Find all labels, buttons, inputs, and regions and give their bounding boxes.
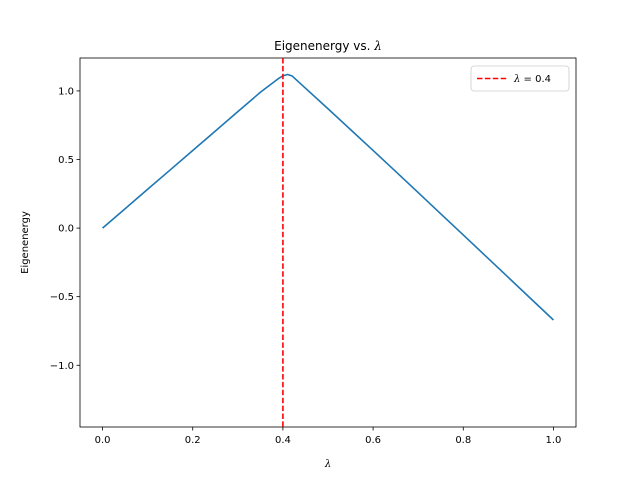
x-tick-label: 0.0	[95, 435, 111, 446]
x-axis-ticks: 0.0 0.2 0.4 0.6 0.8 1.0	[95, 427, 562, 446]
x-axis-label: λ	[324, 459, 331, 470]
legend-label-vline: λ = 0.4	[513, 74, 551, 85]
legend: λ = 0.4	[470, 65, 570, 92]
chart-title: Eigenenergy vs. λ	[274, 39, 382, 53]
x-tick-label: 0.8	[455, 435, 471, 446]
x-tick-label: 0.4	[275, 435, 291, 446]
series-line-0	[102, 73, 554, 321]
y-tick-label: 0.5	[58, 155, 74, 166]
plot-area: 0.0 0.2 0.4 0.6 0.8 1.0 −1.0 −0.5 0.0 0.5 1.0	[50, 57, 577, 446]
y-axis-label: Eigenenergy	[20, 211, 31, 274]
y-tick-label: −0.5	[50, 292, 74, 303]
y-axis-ticks: −1.0 −0.5 0.0 0.5 1.0	[50, 86, 80, 372]
legend-box	[470, 65, 570, 92]
plot-frame	[79, 57, 577, 428]
y-tick-label: −1.0	[50, 361, 74, 372]
x-tick-label: 0.6	[365, 435, 381, 446]
y-tick-label: 0.0	[58, 224, 74, 235]
x-tick-label: 1.0	[546, 435, 562, 446]
data-layer	[102, 58, 554, 427]
x-tick-label: 0.2	[185, 435, 201, 446]
y-tick-label: 1.0	[58, 86, 74, 97]
